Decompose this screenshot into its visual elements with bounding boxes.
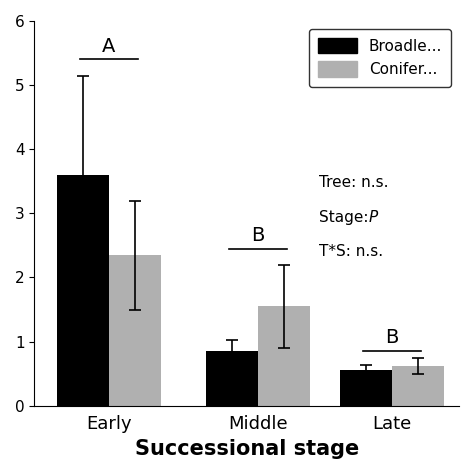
Text: P: P [369, 210, 378, 225]
Text: T*S: n.s.: T*S: n.s. [319, 244, 383, 259]
Bar [340, 371, 392, 406]
Text: B: B [385, 328, 399, 347]
Bar [258, 306, 310, 406]
Legend: Broadle..., Conifer...: Broadle..., Conifer... [309, 28, 451, 87]
Bar [109, 255, 161, 406]
Text: Stage:: Stage: [319, 210, 374, 225]
Bar [57, 175, 109, 406]
Text: Tree: n.s.: Tree: n.s. [319, 175, 388, 190]
Bar [206, 351, 258, 406]
Text: A: A [102, 37, 116, 56]
X-axis label: Successional stage: Successional stage [135, 439, 359, 459]
Text: B: B [251, 227, 264, 246]
Bar [392, 366, 444, 406]
